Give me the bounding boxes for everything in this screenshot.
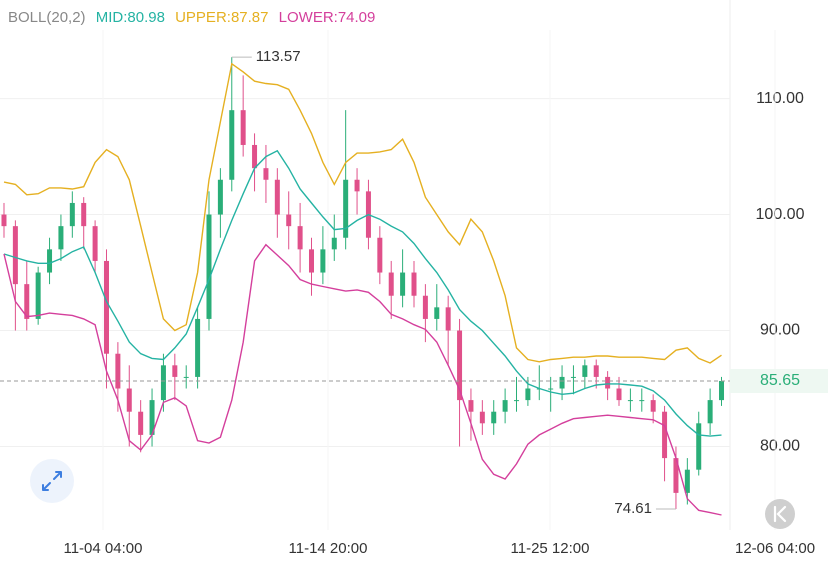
candle-body [172, 365, 178, 377]
candle-body [514, 400, 520, 402]
latest-bg[interactable] [765, 499, 795, 529]
candle-body [525, 388, 531, 401]
candle-body [662, 411, 668, 459]
candle-body [719, 380, 725, 401]
candle-body [548, 388, 554, 390]
candle-body [149, 400, 155, 435]
candle-body [570, 376, 576, 378]
candle-body [559, 376, 565, 389]
candle-body [411, 272, 417, 296]
x-tick-label: 11-25 12:00 [511, 540, 590, 557]
candle-body [240, 110, 246, 145]
candle-body [81, 202, 87, 227]
band-line [3, 243, 722, 516]
candle-body [115, 353, 121, 389]
candle-body [103, 260, 109, 354]
expand-button[interactable] [30, 459, 74, 503]
candle-body [252, 144, 258, 169]
candle-body [229, 110, 235, 180]
candle-body [468, 400, 474, 412]
candle-body [1, 214, 7, 227]
candle-body [627, 400, 633, 402]
y-tick-label: 80.00 [760, 438, 800, 455]
legend-mid: MID:80.98 [96, 9, 165, 26]
candle-body [217, 179, 223, 215]
candle-body [320, 249, 326, 273]
candle-body [582, 365, 588, 377]
candle-body [605, 376, 611, 389]
candle-body [422, 295, 428, 319]
candle-body [673, 458, 679, 493]
candle-body [206, 214, 212, 319]
latest-button[interactable] [765, 499, 795, 529]
candle-body [126, 388, 132, 412]
x-tick-label: 11-14 20:00 [289, 540, 368, 557]
candle-body [593, 365, 599, 377]
candle-body [263, 168, 269, 180]
candle-body [696, 423, 702, 470]
candle-body [47, 249, 53, 273]
band-line [3, 149, 722, 437]
candle-body [160, 365, 166, 401]
legend-lower: LOWER:74.09 [279, 9, 376, 26]
candle-body [707, 400, 713, 424]
candle-body [354, 179, 360, 192]
last-price-label: 85.65 [760, 372, 800, 389]
candle-body [616, 388, 622, 401]
candle-body [24, 284, 30, 319]
candle-body [457, 330, 463, 401]
candle-body [343, 179, 349, 238]
candle-body [58, 226, 64, 250]
candle-body [195, 318, 201, 377]
candle-body [138, 411, 144, 435]
indicator-name: BOLL(20,2) [8, 9, 86, 26]
y-tick-label: 100.00 [756, 206, 805, 223]
candle-body [12, 226, 18, 285]
latest-icon[interactable] [773, 505, 787, 523]
plot: 80.00 90.00 100.00 110.00 11-04 04:00 11-14 2… [0, 30, 828, 557]
candle-body [400, 272, 406, 296]
candle-body [92, 226, 98, 261]
candle-body [35, 272, 41, 319]
y-tick-label: 110.00 [756, 90, 804, 107]
x-tick-label: 12-06 04:00 [735, 540, 815, 557]
candle-body [639, 400, 645, 402]
candle-body [183, 376, 189, 378]
high-label: 113.57 [256, 48, 301, 65]
candle-body [377, 237, 383, 273]
candle-body [479, 411, 485, 424]
candle-body [274, 179, 280, 215]
candle-body [684, 469, 690, 493]
y-tick-label: 90.00 [760, 322, 800, 339]
expand-bg[interactable] [30, 459, 74, 503]
legend-upper: UPPER:87.87 [175, 9, 268, 26]
low-label: 74.61 [614, 500, 652, 517]
indicator-header: BOLL(20,2) MID:80.98 UPPER:87.87 LOWER:7… [8, 9, 375, 26]
candle-body [308, 249, 314, 273]
candle-body [331, 237, 337, 250]
candle-body [502, 400, 508, 412]
candle-body [297, 226, 303, 250]
candle-body [650, 400, 656, 412]
candle-body [491, 411, 497, 424]
candle-body [388, 272, 394, 296]
candle-body [286, 214, 292, 227]
x-tick-label: 11-04 04:00 [63, 540, 142, 557]
candle-body [445, 307, 451, 331]
last-price-bg [730, 368, 828, 393]
band-line [3, 62, 722, 364]
candle-body [434, 307, 440, 319]
candle-body [69, 202, 75, 227]
expand-icon[interactable] [42, 471, 62, 491]
